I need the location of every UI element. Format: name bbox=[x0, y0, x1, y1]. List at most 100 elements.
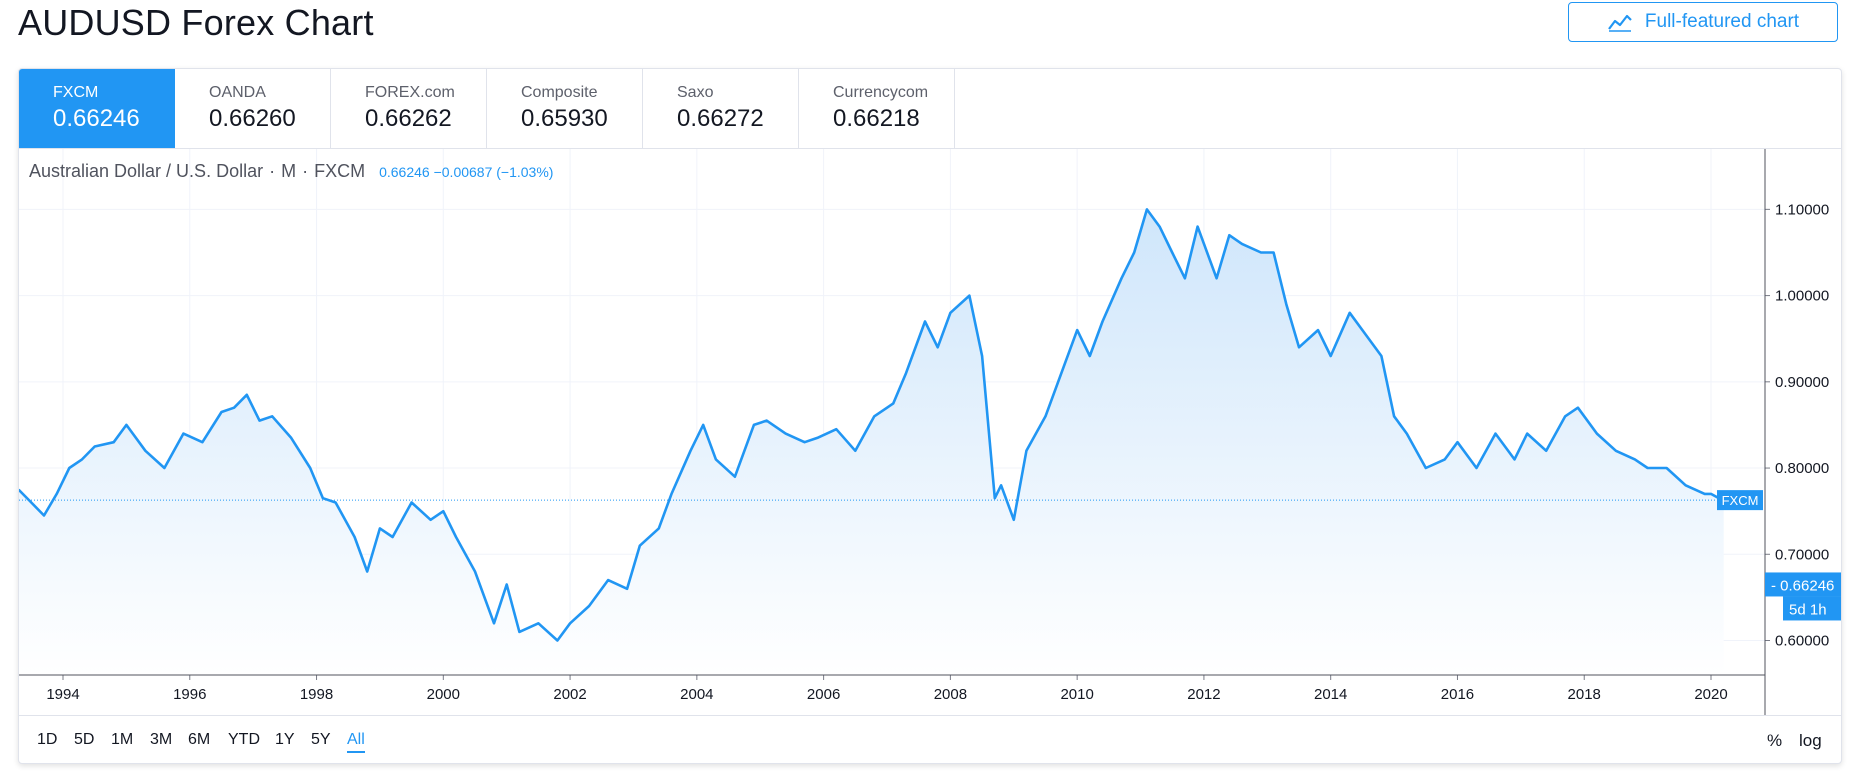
data-point bbox=[1044, 415, 1047, 418]
range-button-all[interactable]: All bbox=[347, 731, 365, 753]
log-toggle[interactable]: log bbox=[1799, 731, 1822, 750]
data-point bbox=[429, 518, 432, 521]
chart-area[interactable]: Australian Dollar / U.S. Dollar · M · FX… bbox=[19, 149, 1841, 715]
data-point bbox=[1684, 484, 1687, 487]
price-tick-label: 0.70000 bbox=[1775, 546, 1829, 563]
time-tick-label: 1996 bbox=[173, 686, 206, 703]
tab-saxo[interactable]: Saxo 0.66272 bbox=[643, 69, 799, 148]
tab-composite[interactable]: Composite 0.65930 bbox=[487, 69, 643, 148]
data-point bbox=[949, 312, 952, 314]
data-point bbox=[588, 605, 590, 607]
data-point bbox=[1101, 320, 1104, 323]
price-tick-label: 0.80000 bbox=[1775, 460, 1829, 477]
tab-fxcm[interactable]: FXCM 0.66246 bbox=[19, 69, 175, 148]
tab-oanda[interactable]: OANDA 0.66260 bbox=[175, 69, 331, 148]
data-point bbox=[1133, 251, 1135, 254]
countdown-label-text: 5d 1h bbox=[1789, 601, 1827, 618]
time-tick-label: 2018 bbox=[1568, 686, 1601, 703]
data-point bbox=[1215, 277, 1218, 280]
data-point bbox=[220, 411, 223, 413]
data-point bbox=[1317, 329, 1319, 331]
data-point bbox=[1146, 208, 1148, 211]
tab-currencycom[interactable]: Currencycom 0.66218 bbox=[799, 69, 955, 148]
range-button-6m[interactable]: 6M bbox=[188, 731, 211, 748]
data-point bbox=[905, 372, 907, 374]
full-featured-chart-label: Full-featured chart bbox=[1644, 11, 1800, 32]
data-point bbox=[271, 415, 273, 418]
data-point bbox=[518, 631, 521, 633]
range-button-ytd[interactable]: YTD bbox=[228, 731, 260, 748]
data-point bbox=[607, 579, 609, 581]
data-point bbox=[81, 458, 83, 461]
line-label-text: FXCM bbox=[1722, 493, 1759, 508]
range-button-5y[interactable]: 5Y bbox=[311, 731, 331, 748]
data-point bbox=[993, 497, 996, 500]
data-point bbox=[442, 510, 445, 512]
data-point bbox=[981, 355, 983, 357]
data-point bbox=[1361, 329, 1364, 331]
tab-forex-com[interactable]: FOREX.com 0.66262 bbox=[331, 69, 487, 148]
price-tick-label: 0.60000 bbox=[1775, 633, 1829, 650]
range-button-5d[interactable]: 5D bbox=[74, 731, 95, 748]
tab-name: OANDA bbox=[209, 84, 266, 101]
data-point bbox=[1260, 251, 1262, 254]
legend-values: 0.66246 −0.00687 (−1.03%) bbox=[379, 164, 554, 180]
data-point bbox=[1012, 518, 1015, 521]
range-button-1m[interactable]: 1M bbox=[111, 731, 134, 748]
tab-name: Currencycom bbox=[833, 84, 929, 101]
last-price-label-text: - 0.66246 bbox=[1771, 577, 1834, 594]
exchange-tabs: FXCM 0.66246 OANDA 0.66260 FOREX.com 0.6… bbox=[19, 69, 1841, 149]
data-point bbox=[816, 437, 819, 439]
data-point bbox=[43, 514, 45, 517]
data-point bbox=[1393, 415, 1395, 418]
data-point bbox=[391, 536, 394, 538]
price-chart[interactable]: 1.10000 1.00000 0.90000 0.80000 0.70000 0.600… bbox=[19, 149, 1841, 715]
data-point bbox=[233, 406, 235, 409]
data-point bbox=[892, 402, 895, 405]
price-area-fill bbox=[19, 209, 1724, 675]
tab-name: Composite bbox=[521, 84, 598, 101]
time-tick-label: 1994 bbox=[46, 686, 79, 703]
data-point bbox=[125, 424, 128, 426]
time-tick-label: 2010 bbox=[1060, 686, 1093, 703]
data-point bbox=[1076, 329, 1078, 331]
data-point bbox=[1646, 467, 1649, 469]
percent-toggle[interactable]: % bbox=[1767, 731, 1783, 750]
data-point bbox=[379, 527, 381, 530]
data-point bbox=[1298, 346, 1300, 349]
data-point bbox=[353, 536, 356, 538]
data-point bbox=[936, 346, 939, 349]
time-tick-label: 2016 bbox=[1441, 686, 1474, 703]
data-point bbox=[1184, 277, 1186, 280]
range-button-3m[interactable]: 3M bbox=[150, 731, 173, 748]
data-point bbox=[1513, 458, 1516, 461]
data-point bbox=[784, 432, 787, 435]
last-price-label-box bbox=[1765, 572, 1841, 597]
data-point bbox=[334, 501, 337, 504]
data-point bbox=[1665, 467, 1668, 469]
data-point bbox=[493, 622, 495, 625]
price-tick-label: 1.00000 bbox=[1775, 288, 1829, 305]
data-point bbox=[1456, 441, 1459, 443]
data-point bbox=[854, 450, 857, 452]
data-point bbox=[1171, 251, 1174, 254]
range-button-1y[interactable]: 1Y bbox=[275, 731, 295, 748]
chart-widget: FXCM 0.66246 OANDA 0.66260 FOREX.com 0.6… bbox=[18, 68, 1842, 764]
data-point bbox=[1120, 277, 1123, 280]
data-point bbox=[803, 441, 806, 443]
data-point bbox=[569, 622, 571, 625]
countdown-label-box bbox=[1783, 596, 1841, 621]
data-point bbox=[1564, 415, 1567, 418]
data-point bbox=[309, 467, 312, 469]
range-button-1d[interactable]: 1D bbox=[37, 731, 58, 748]
tab-value: 0.66218 bbox=[833, 105, 920, 132]
price-tick-label: 1.10000 bbox=[1775, 201, 1829, 218]
data-point bbox=[639, 544, 641, 547]
data-point bbox=[1475, 467, 1478, 469]
time-tick-label: 2012 bbox=[1187, 686, 1220, 703]
data-point bbox=[112, 441, 115, 443]
full-featured-chart-button[interactable]: Full-featured chart bbox=[1568, 2, 1838, 42]
data-point bbox=[1405, 432, 1408, 435]
data-point bbox=[322, 497, 324, 500]
tab-value: 0.66272 bbox=[677, 105, 764, 132]
